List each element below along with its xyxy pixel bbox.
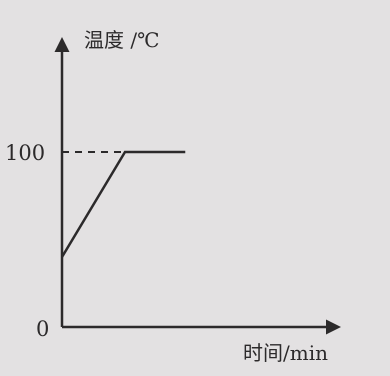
x-axis-title: 时间/min (243, 341, 328, 365)
series-line-temperature (60, 150, 186, 258)
y-axis-title: 温度 /℃ (84, 28, 159, 52)
series-points (62, 152, 185, 257)
origin-label: 0 (36, 317, 49, 341)
y-tick-label: 100 (5, 141, 45, 165)
y-tick-labels: 100 (5, 141, 45, 165)
